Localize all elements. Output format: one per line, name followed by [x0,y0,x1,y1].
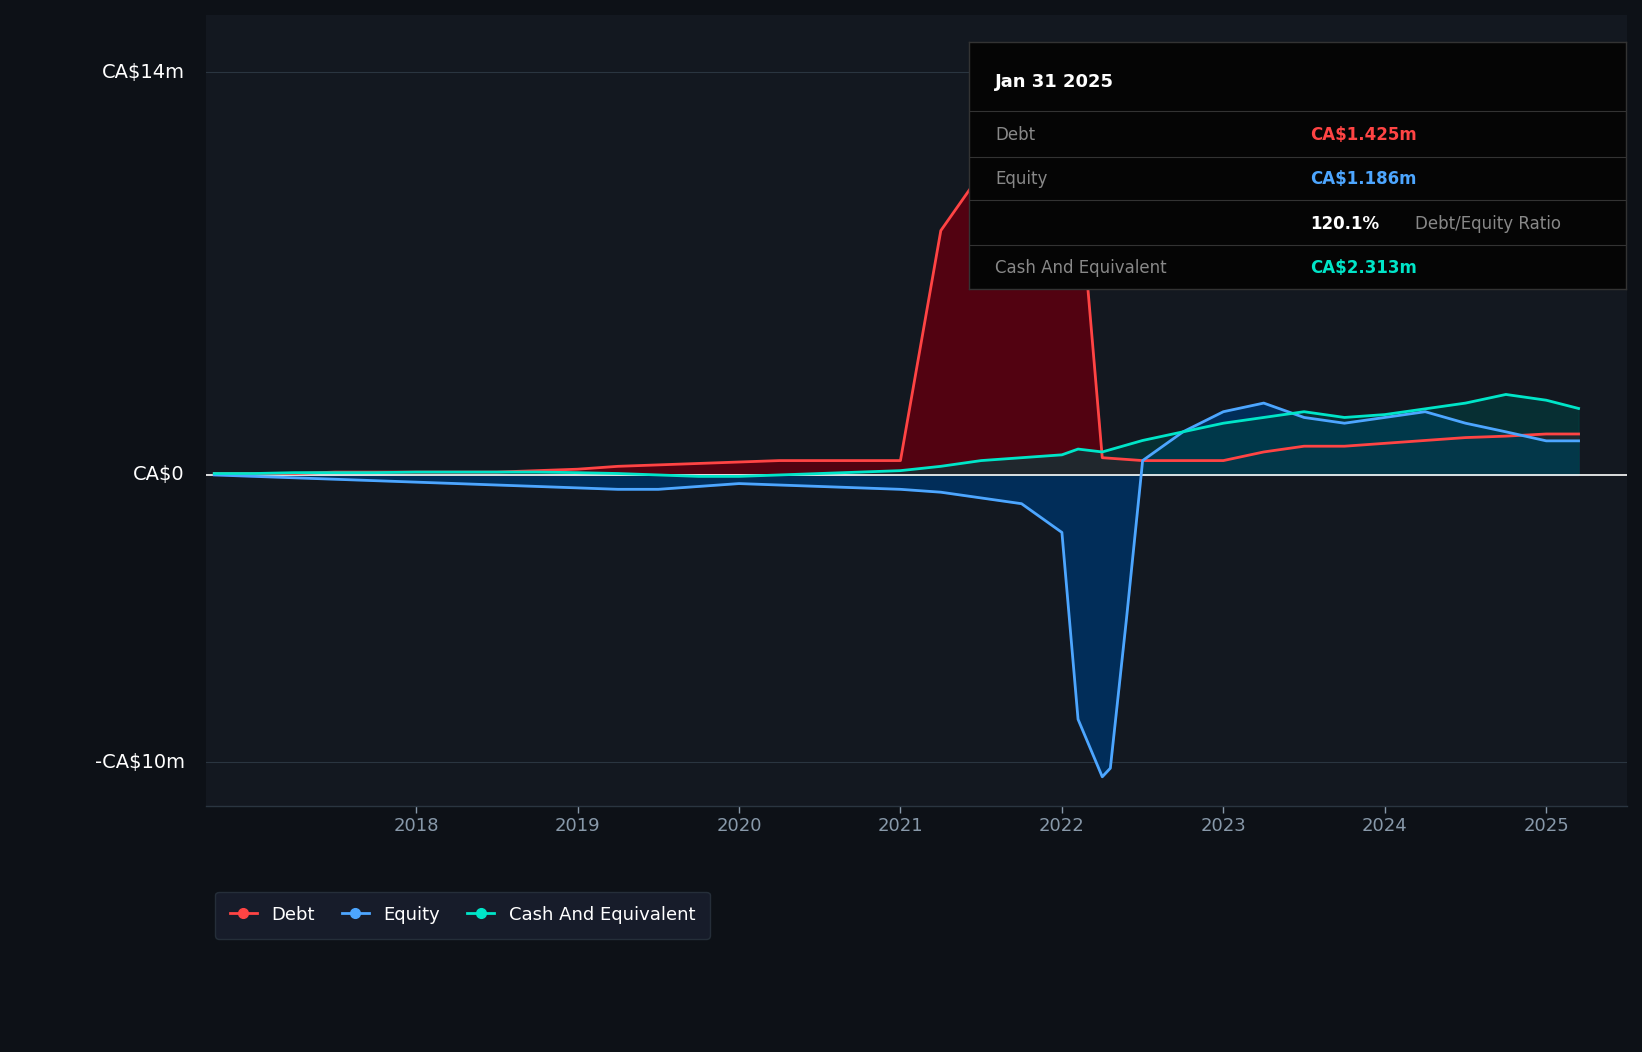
Text: CA$14m: CA$14m [102,63,186,82]
Text: CA$1.186m: CA$1.186m [1310,170,1417,188]
Text: Equity: Equity [995,170,1048,188]
Text: Cash And Equivalent: Cash And Equivalent [995,259,1167,278]
Text: 120.1%: 120.1% [1310,215,1379,232]
Text: CA$2.313m: CA$2.313m [1310,259,1417,278]
Legend: Debt, Equity, Cash And Equivalent: Debt, Equity, Cash And Equivalent [215,892,709,938]
Text: CA$0: CA$0 [133,465,186,485]
Text: Debt/Equity Ratio: Debt/Equity Ratio [1415,215,1562,232]
Text: Jan 31 2025: Jan 31 2025 [995,73,1113,90]
Text: Debt: Debt [995,126,1034,144]
Text: -CA$10m: -CA$10m [95,753,186,772]
Text: CA$1.425m: CA$1.425m [1310,126,1417,144]
